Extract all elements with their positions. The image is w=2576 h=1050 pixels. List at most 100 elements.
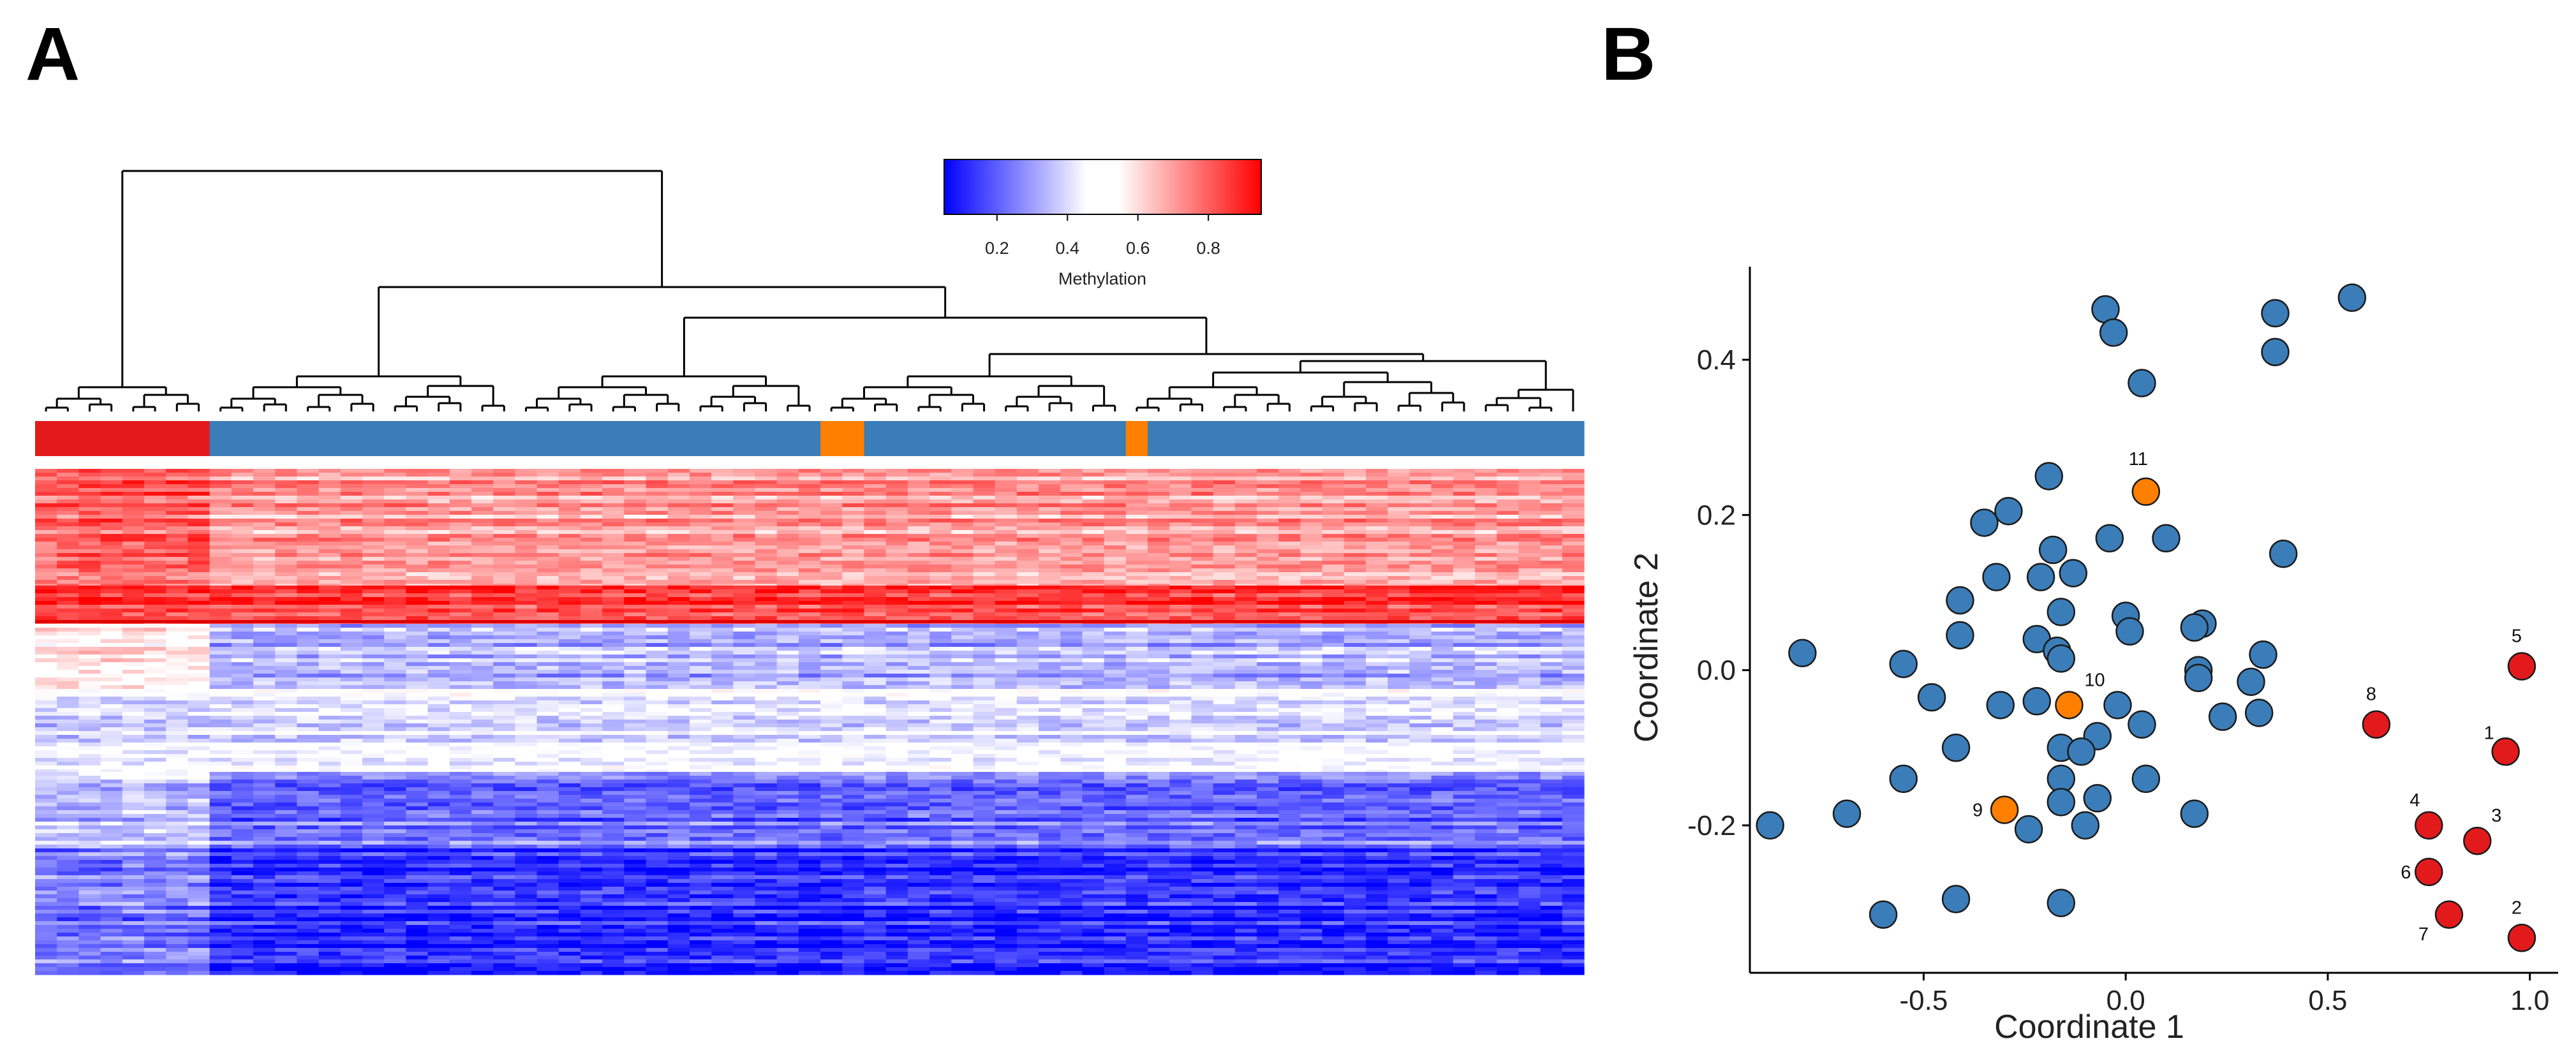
scatter-point-blue [2131,764,2161,794]
scatter-point-blue [1970,508,1999,537]
group-cell-blue [1169,421,1192,456]
scatter-point-blue [2083,784,2112,813]
group-cell-blue [1518,421,1541,456]
colorbar-tick-label: 0.4 [1056,239,1080,258]
group-cell-blue [907,421,930,456]
scatter-point-blue [1946,586,1974,615]
group-cell-blue [1213,421,1236,456]
panel-label-b: B [1601,12,1655,96]
scatter-points: 11 10 9 1 2 3 4 5 6 7 8 [1756,283,2536,952]
scatter-point-blue [1982,563,2011,591]
group-cell-red [188,421,211,456]
group-cell-blue [689,421,712,456]
scatter-point-blue [1986,691,2015,720]
group-cell-blue [515,421,538,456]
group-cell-blue [580,421,603,456]
scatter-point-red [2415,811,2443,840]
colorbar-tick-label: 0.6 [1126,239,1150,258]
group-cell-blue [493,421,515,456]
scatter-point-blue [1917,683,1946,712]
group-cell-red [78,421,101,456]
scatter-point-blue [1756,811,1784,840]
y-tick-label: 0.4 [1697,344,1736,376]
group-cell-blue [602,421,625,456]
scatter-point-red [2507,652,2536,681]
scatter-panel: -0.5 0.0 0.5 1.0 -0.2 0.0 0.2 0.4 11 10 9 1 2 3 4 5 6 7 8… [1628,267,2558,1046]
scatter-point-red [2491,737,2520,766]
scatter-point-blue [2152,524,2180,553]
scatter-point-blue [2026,563,2055,591]
group-cell-blue [362,421,385,456]
scatter-point-blue [2071,811,2100,840]
scatter-point-red [2507,924,2536,952]
group-cell-blue [231,421,254,456]
scatter-point-blue [2208,702,2237,731]
scatter-point-blue [2184,663,2213,692]
group-cell-blue [384,421,406,456]
dendrogram [45,170,1574,411]
group-cell-blue [1366,421,1388,456]
scatter-point-blue [2034,462,2064,491]
scatter-point-blue [1869,900,1898,929]
group-cell-blue [297,421,320,456]
scatter-point-blue [1941,885,1971,913]
scatter-point-blue [2014,815,2043,844]
point-label: 11 [2129,449,2148,470]
group-cell-red [166,421,188,456]
scatter-point-blue [2099,318,2128,347]
point-label: 5 [2512,626,2522,646]
group-cell-blue [340,421,363,456]
scatter-point-blue [2269,539,2298,568]
scatter-point-blue [2047,644,2076,673]
group-cell-red [144,421,167,456]
group-cell-red [100,421,123,456]
scatter-axes: -0.5 0.0 0.5 1.0 -0.2 0.0 0.2 0.4 [1687,267,2558,1016]
group-cell-blue [1060,421,1083,456]
group-cell-blue [646,421,669,456]
x-tick-label: 0.0 [2106,985,2145,1016]
group-cell-blue [558,421,581,456]
group-cell-blue [1322,421,1345,456]
scatter-point-blue [2059,559,2088,588]
group-cell-blue [624,421,647,456]
group-cell-blue [1082,421,1105,456]
scatter-point-blue [2237,667,2265,697]
group-cell-blue [427,421,450,456]
group-cell-blue [1039,421,1061,456]
point-label: 9 [1973,801,1983,821]
group-cell-blue [755,421,778,456]
point-label: 6 [2401,862,2411,883]
scatter-point-blue [1946,621,1974,650]
colorbar-tick-label: 0.8 [1196,239,1220,258]
group-cell-blue [1278,421,1301,456]
scatter-point-blue [2022,686,2052,716]
scatter-point-orange [2131,477,2161,507]
colorbar-tick-label: 0.2 [985,239,1009,258]
y-tick-label: -0.2 [1687,810,1736,841]
point-label: 7 [2418,924,2429,945]
group-cell-blue [885,421,908,456]
scatter-point-red [2434,900,2464,929]
scatter-point-blue [2261,337,2290,367]
scatter-point-red [2362,710,2391,739]
x-tick-label: 1.0 [2510,985,2549,1016]
group-cell-red [35,421,57,456]
group-cell-blue [449,421,472,456]
group-cell-orange [820,421,843,456]
scatter-point-blue [1832,799,1862,828]
group-cell-blue [1497,421,1520,456]
group-cell-red [57,421,79,456]
scatter-point-red [2415,857,2443,887]
group-cell-blue [537,421,559,456]
scatter-point-orange [2055,691,2084,720]
group-cell-blue [1562,421,1585,456]
x-axis-title: Coordinate 1 [1994,1009,2184,1046]
group-cell-blue [209,421,232,456]
scatter-point-blue [2244,699,2274,727]
group-cell-blue [1257,421,1279,456]
scatter-point-blue [2249,640,2277,669]
group-cell-orange [1125,421,1148,456]
methylation-heatmap [35,469,1585,975]
sample-group-bar [35,421,1585,456]
panel-label-a: A [26,12,80,96]
